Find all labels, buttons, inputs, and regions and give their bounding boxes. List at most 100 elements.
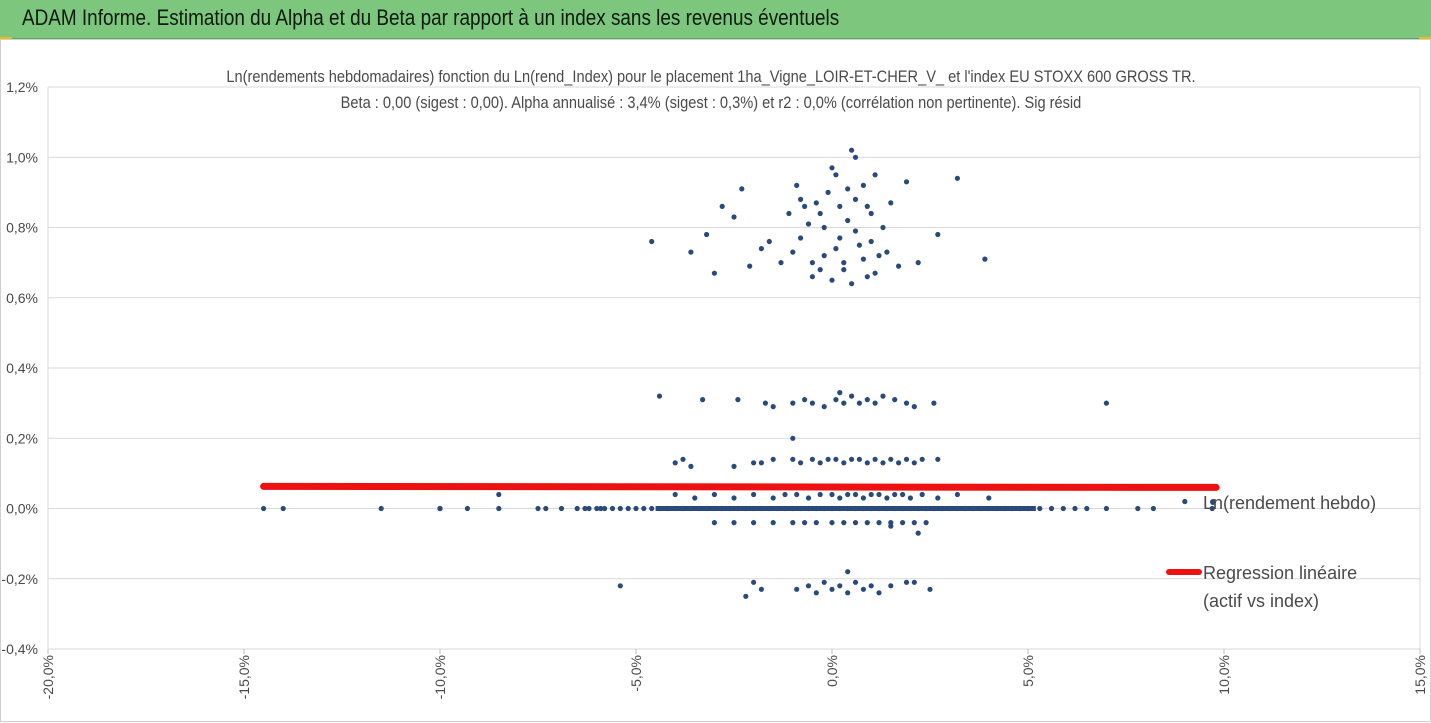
data-point [829,520,835,526]
data-point [739,186,745,192]
data-point [864,274,870,280]
scatter-chart: Ln(rendements hebdomadaires) fonction du… [1,68,1428,699]
y-tick-label: 0,2% [6,430,38,446]
data-point [700,397,706,403]
data-point [845,590,851,596]
data-point [888,523,894,529]
data-point [602,505,608,512]
data-point [496,491,502,498]
data-point [790,520,796,526]
data-point [1150,505,1156,512]
data-point [868,491,874,498]
data-point [437,505,443,512]
data-point [719,203,725,209]
data-point [1135,505,1141,512]
x-tick-label: 5,0% [1020,655,1036,687]
y-tick-label: -0,4% [1,641,38,657]
legend-label-regression: Regression linéaire [1203,563,1357,583]
x-tick-label: 10,0% [1216,655,1232,695]
data-point [856,400,863,406]
data-point [829,586,835,592]
y-tick-label: 0,0% [6,501,38,517]
data-point [833,246,839,252]
data-point [900,491,906,498]
data-point [543,505,549,512]
data-point [649,238,655,245]
y-tick-label: 0,8% [6,220,38,236]
data-point [860,586,867,592]
data-point [766,238,772,245]
data-point [856,456,863,462]
data-point [758,460,765,466]
data-point [954,491,961,498]
data-point [868,583,874,589]
data-point [558,505,565,512]
data-point [876,253,882,259]
data-point [825,189,831,195]
data-point [805,221,812,227]
data-point [849,456,855,462]
data-point [731,463,737,469]
data-point [872,172,878,178]
data-point [649,505,655,512]
data-point [782,491,788,498]
data-point [731,495,737,501]
data-point [1084,505,1090,512]
x-tick-label: -10,0% [432,655,448,699]
data-point [864,397,870,403]
data-point [496,505,502,512]
data-point [747,263,753,269]
legend: Ln(rendement hebdo) Regression linéaire (a… [1166,493,1376,611]
data-point [845,491,851,498]
data-point [778,260,784,266]
data-point [868,210,874,217]
x-tick-label: 0,0% [824,655,840,687]
data-point [915,530,921,536]
data-point [809,400,816,406]
data-point [845,569,851,575]
data-point [888,583,894,589]
report-title: ADAM Informe. Estimation du Alpha et du … [22,5,840,30]
data-point [860,256,867,262]
data-point [672,491,678,498]
data-point [911,404,917,410]
data-point [574,505,580,512]
data-point [841,520,847,526]
data-point [872,270,878,276]
data-point [1060,505,1066,512]
data-point [704,231,710,238]
data-point [841,460,847,466]
data-point [794,586,800,592]
data-point [813,520,819,526]
legend-label-scatter: Ln(rendement hebdo) [1203,493,1376,513]
data-point [817,460,823,466]
data-point [919,456,925,462]
data-point [790,400,796,406]
data-point [880,224,886,231]
data-point [888,200,894,206]
data-point [743,593,749,599]
data-point [896,263,902,269]
data-point [798,235,804,241]
data-point [594,505,600,512]
data-point [876,520,882,526]
data-point [829,165,835,171]
data-point [790,249,796,255]
data-point [841,260,847,266]
y-tick-label: 0,6% [6,290,38,306]
data-point [731,214,737,220]
report-header: ADAM Informe. Estimation du Alpha et du … [0,0,1431,39]
y-tick-label: 1,0% [6,149,38,165]
legend-label-regression: (actif vs index) [1203,591,1319,611]
data-point [852,154,859,160]
data-point [711,520,718,526]
data-point [888,456,894,462]
data-point [935,456,941,462]
data-point [852,491,859,498]
data-point [641,505,647,512]
data-point [852,579,859,585]
data-point [598,505,604,512]
data-point [633,505,639,512]
data-point [751,491,757,498]
data-point [954,175,961,181]
